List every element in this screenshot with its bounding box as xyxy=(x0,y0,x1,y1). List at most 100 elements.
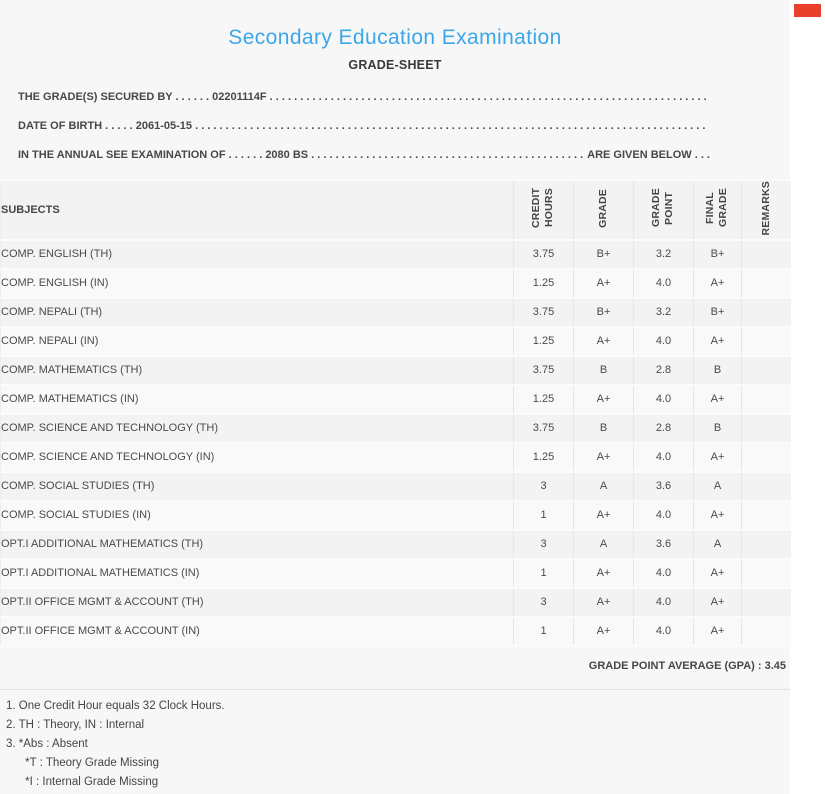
credit-hours-cell: 1 xyxy=(513,558,574,589)
final-grade-cell: A xyxy=(693,529,742,560)
final-grade-cell: B xyxy=(693,413,742,444)
grade-point-cell: 4.0 xyxy=(633,442,694,473)
dotted-filler: . . . . . . . . . . . . . . . . . . . . … xyxy=(192,119,706,132)
final-grade-cell: B+ xyxy=(693,239,742,270)
grade-cell: A+ xyxy=(573,558,634,589)
grade-cell: A+ xyxy=(573,268,634,299)
subject-cell: COMP. NEPALI (TH) xyxy=(0,297,514,328)
remarks-cell xyxy=(741,239,791,270)
table-row: COMP. MATHEMATICS (IN) 1.25 A+ 4.0 A+ xyxy=(0,384,791,415)
remarks-cell xyxy=(741,384,791,415)
credit-hours-cell: 3.75 xyxy=(513,413,574,444)
grade-point-cell: 4.0 xyxy=(633,268,694,299)
symbol-number-value: 02201114F xyxy=(212,90,267,103)
remarks-cell xyxy=(741,587,791,618)
subject-cell: COMP. SOCIAL STUDIES (IN) xyxy=(0,500,514,531)
grade-cell: A+ xyxy=(573,500,634,531)
final-grade-cell: A+ xyxy=(693,587,742,618)
grade-cell: A+ xyxy=(573,384,634,415)
table-row: COMP. NEPALI (IN) 1.25 A+ 4.0 A+ xyxy=(0,326,791,357)
table-row: OPT.I ADDITIONAL MATHEMATICS (IN) 1 A+ 4… xyxy=(0,558,791,589)
final-grade-cell: A+ xyxy=(693,558,742,589)
date-of-birth-value: 2061-05-15 xyxy=(135,119,193,132)
subject-cell: OPT.I ADDITIONAL MATHEMATICS (IN) xyxy=(0,558,514,589)
table-row: COMP. ENGLISH (TH) 3.75 B+ 3.2 B+ xyxy=(0,239,791,270)
final-grade-cell: A+ xyxy=(693,500,742,531)
red-indicator-badge xyxy=(794,4,821,17)
candidate-info: THE GRADE(S) SECURED BY . . . . . . 0220… xyxy=(18,82,710,169)
grades-table: SUBJECTS CREDIT HOURS GRADE GRADE POINT … xyxy=(0,179,791,647)
grade-cell: A+ xyxy=(573,616,634,647)
remarks-cell xyxy=(741,268,791,299)
info-line-date-of-birth: DATE OF BIRTH . . . . . 2061-05-15 . . .… xyxy=(18,111,710,140)
col-header-final-grade: FINAL GRADE xyxy=(693,180,742,241)
remarks-cell xyxy=(741,500,791,531)
grade-cell: B xyxy=(573,413,634,444)
table-row: COMP. ENGLISH (IN) 1.25 A+ 4.0 A+ xyxy=(0,268,791,299)
table-row: OPT.II OFFICE MGMT & ACCOUNT (TH) 3 A+ 4… xyxy=(0,587,791,618)
note-theory-missing: *T : Theory Grade Missing xyxy=(6,756,159,769)
table-row: COMP. SCIENCE AND TECHNOLOGY (IN) 1.25 A… xyxy=(0,442,791,473)
credit-hours-cell: 3 xyxy=(513,529,574,560)
subject-cell: OPT.II OFFICE MGMT & ACCOUNT (TH) xyxy=(0,587,514,618)
grade-point-cell: 4.0 xyxy=(633,500,694,531)
grade-cell: B xyxy=(573,355,634,386)
credit-hours-cell: 3 xyxy=(513,587,574,618)
remarks-cell xyxy=(741,616,791,647)
final-grade-cell: A+ xyxy=(693,384,742,415)
grades-secured-by-label: THE GRADE(S) SECURED BY . . . . . . xyxy=(18,90,213,103)
table-row: COMP. SOCIAL STUDIES (TH) 3 A 3.6 A xyxy=(0,471,791,502)
subject-cell: COMP. MATHEMATICS (TH) xyxy=(0,355,514,386)
note-abs: 3. *Abs : Absent xyxy=(6,737,88,750)
grade-cell: A xyxy=(573,529,634,560)
grade-point-cell: 3.2 xyxy=(633,239,694,270)
col-header-grade-point: GRADE POINT xyxy=(633,180,694,241)
final-grade-cell: B xyxy=(693,355,742,386)
info-line-exam-year: IN THE ANNUAL SEE EXAMINATION OF . . . .… xyxy=(18,140,710,169)
credit-hours-cell: 3 xyxy=(513,471,574,502)
subject-cell: OPT.II OFFICE MGMT & ACCOUNT (IN) xyxy=(0,616,514,647)
note-th-in: 2. TH : Theory, IN : Internal xyxy=(6,718,145,731)
final-grade-cell: A+ xyxy=(693,326,742,357)
table-header-row: SUBJECTS CREDIT HOURS GRADE GRADE POINT … xyxy=(0,180,791,241)
col-header-grade: GRADE xyxy=(573,180,634,241)
grade-point-cell: 3.6 xyxy=(633,529,694,560)
grade-point-cell: 3.2 xyxy=(633,297,694,328)
final-grade-cell: A xyxy=(693,471,742,502)
col-header-credit-hours: CREDIT HOURS xyxy=(513,180,574,241)
dotted-filler: . . . . . . . . . . . . . . . . . . . . … xyxy=(311,148,584,161)
credit-hours-cell: 1 xyxy=(513,616,574,647)
credit-hours-cell: 1.25 xyxy=(513,268,574,299)
remarks-cell xyxy=(741,326,791,357)
remarks-cell xyxy=(741,355,791,386)
table-row: OPT.I ADDITIONAL MATHEMATICS (TH) 3 A 3.… xyxy=(0,529,791,560)
remarks-cell xyxy=(741,471,791,502)
credit-hours-cell: 1.25 xyxy=(513,326,574,357)
credit-hours-cell: 3.75 xyxy=(513,355,574,386)
remarks-cell xyxy=(741,442,791,473)
grade-point-cell: 3.6 xyxy=(633,471,694,502)
grade-cell: A+ xyxy=(573,442,634,473)
remarks-cell xyxy=(741,529,791,560)
table-row: OPT.II OFFICE MGMT & ACCOUNT (IN) 1 A+ 4… xyxy=(0,616,791,647)
footer-divider xyxy=(0,688,790,690)
grade-point-cell: 4.0 xyxy=(633,616,694,647)
table-row: COMP. NEPALI (TH) 3.75 B+ 3.2 B+ xyxy=(0,297,791,328)
credit-hours-cell: 1 xyxy=(513,500,574,531)
exam-year-value: 2080 BS xyxy=(265,148,309,161)
subject-cell: COMP. SCIENCE AND TECHNOLOGY (TH) xyxy=(0,413,514,444)
final-grade-cell: A+ xyxy=(693,442,742,473)
grade-cell: A+ xyxy=(573,326,634,357)
remarks-cell xyxy=(741,413,791,444)
final-grade-cell: B+ xyxy=(693,297,742,328)
exam-year-label: IN THE ANNUAL SEE EXAMINATION OF . . . .… xyxy=(18,148,266,161)
final-grade-cell: A+ xyxy=(693,616,742,647)
page-subtitle: GRADE-SHEET xyxy=(348,58,442,72)
col-header-remarks: REMARKS xyxy=(741,180,791,241)
col-header-subjects: SUBJECTS xyxy=(0,180,514,241)
final-grade-cell: A+ xyxy=(693,268,742,299)
table-row: COMP. SOCIAL STUDIES (IN) 1 A+ 4.0 A+ xyxy=(0,500,791,531)
credit-hours-cell: 1.25 xyxy=(513,384,574,415)
grade-point-cell: 4.0 xyxy=(633,384,694,415)
subject-cell: COMP. ENGLISH (TH) xyxy=(0,239,514,270)
